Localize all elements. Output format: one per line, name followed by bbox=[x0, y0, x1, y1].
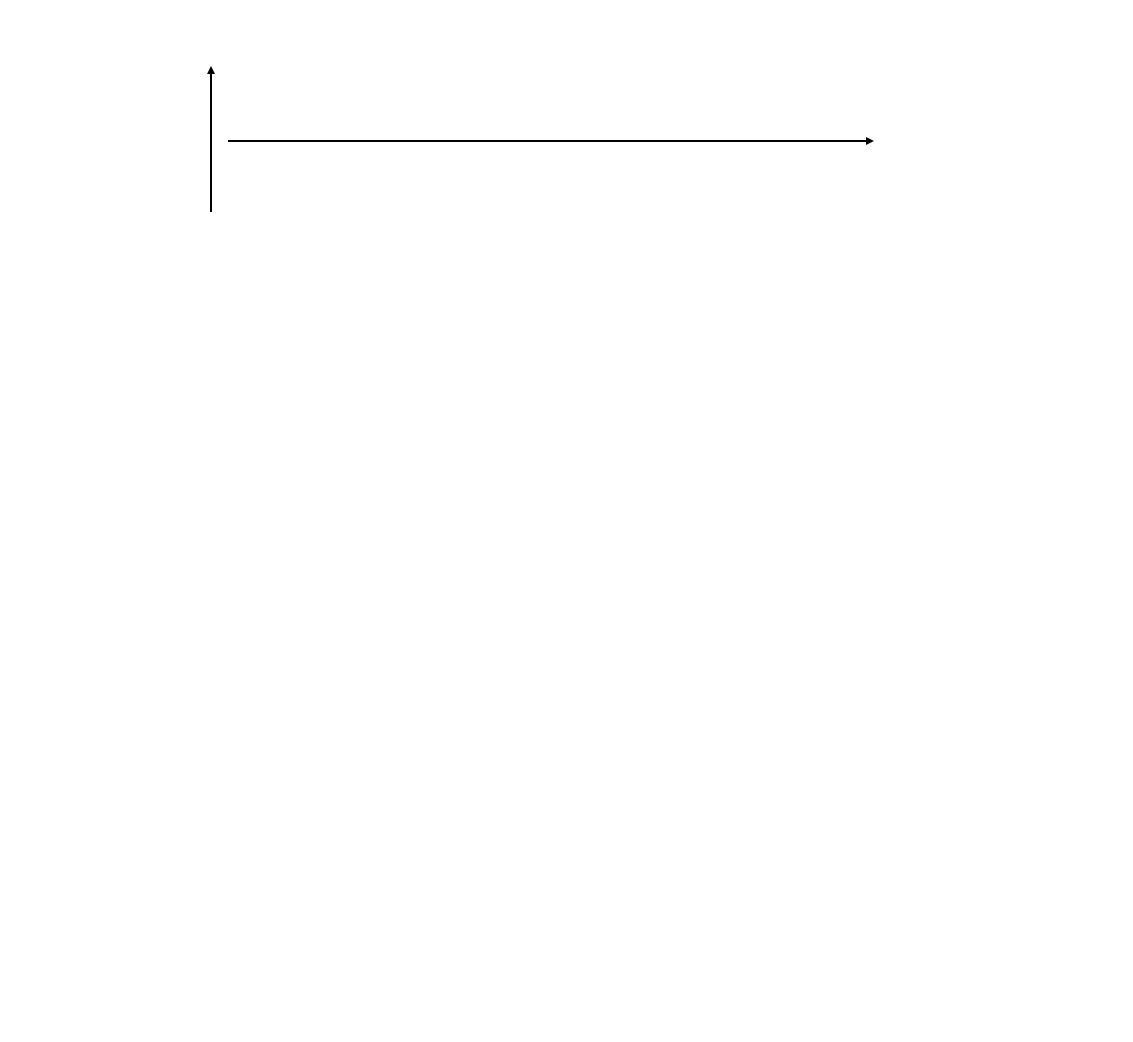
panel-d-wrap bbox=[300, 232, 400, 284]
western-blot bbox=[330, 232, 400, 284]
panel-a-content bbox=[210, 20, 270, 26]
panel-a-row bbox=[30, 20, 1103, 26]
figure-3 bbox=[30, 20, 1103, 284]
panel-cd-row bbox=[230, 232, 1103, 284]
panel-b-row bbox=[30, 46, 1103, 212]
panel-b-content bbox=[210, 66, 868, 212]
